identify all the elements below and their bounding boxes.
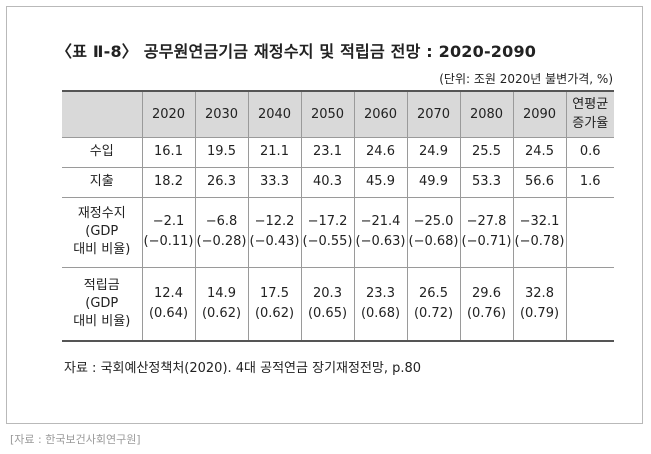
table-cell: 32.8 (0.79) [512, 266, 567, 342]
row-label: 적립금 (GDP 대비 비율) [62, 266, 143, 342]
header-corner [62, 90, 143, 138]
table-cell: −2.1 (−0.11) [141, 196, 196, 268]
table-cell: 40.3 [300, 166, 355, 198]
row-label: 수입 [62, 136, 143, 168]
table-cell: 14.9 (0.62) [194, 266, 249, 342]
table-title: 〈표 Ⅱ-8〉 공무원연금기금 재정수지 및 적립금 전망 : 2020-209… [56, 42, 537, 61]
table-cell: −27.8 (−0.71) [459, 196, 514, 268]
table-cell: −6.8 (−0.28) [194, 196, 249, 268]
column-header: 2030 [194, 90, 249, 138]
table-cell: 23.1 [300, 136, 355, 168]
source-note: 자료 : 국회예산정책처(2020). 4대 공적연금 장기재정전망, p.80 [64, 361, 422, 376]
table-body: 수입 16.1 19.5 21.1 23.1 24.6 24.9 25.5 24.5 0.6 지출 1… [62, 136, 614, 342]
table-row: 수입 16.1 19.5 21.1 23.1 24.6 24.9 25.5 24.5 0.6 [62, 136, 614, 168]
column-header: 연평균 증가율 [565, 90, 614, 138]
column-header: 2060 [353, 90, 408, 138]
column-header: 2080 [459, 90, 514, 138]
table-cell: 0.6 [565, 136, 614, 168]
row-label: 재정수지 (GDP 대비 비율) [62, 196, 143, 268]
table-cell: 26.3 [194, 166, 249, 198]
table-cell: 1.6 [565, 166, 614, 198]
table-cell: 17.5 (0.62) [247, 266, 302, 342]
header-row: 2020 2030 2040 2050 2060 2070 2080 2090 연평균 증가율 [62, 90, 614, 138]
table-cell: 56.6 [512, 166, 567, 198]
table-cell: 19.5 [194, 136, 249, 168]
table-cell: 23.3 (0.68) [353, 266, 408, 342]
table-row: 지출 18.2 26.3 33.3 40.3 45.9 49.9 53.3 56.6 1.6 [62, 166, 614, 198]
image-credit: [자료 : 한국보건사회연구원] [10, 433, 141, 446]
column-header: 2090 [512, 90, 567, 138]
table-cell: 12.4 (0.64) [141, 266, 196, 342]
unit-note: (단위: 조원 2020년 불변가격, %) [439, 72, 613, 86]
table-cell: −32.1 (−0.78) [512, 196, 567, 268]
column-header: 2040 [247, 90, 302, 138]
column-header: 2050 [300, 90, 355, 138]
table-cell: 49.9 [406, 166, 461, 198]
table-cell: 29.6 (0.76) [459, 266, 514, 342]
table-cell: 24.9 [406, 136, 461, 168]
column-header: 2020 [141, 90, 196, 138]
table-cell: 16.1 [141, 136, 196, 168]
projection-table: 2020 2030 2040 2050 2060 2070 2080 2090 연평균 증가율 수… [62, 90, 614, 342]
table-cell: 24.6 [353, 136, 408, 168]
table-cell: 45.9 [353, 166, 408, 198]
table-cell: −17.2 (−0.55) [300, 196, 355, 268]
table-cell [565, 266, 614, 342]
table-cell: −25.0 (−0.68) [406, 196, 461, 268]
table-cell: 21.1 [247, 136, 302, 168]
table-cell: 24.5 [512, 136, 567, 168]
table-cell: −21.4 (−0.63) [353, 196, 408, 268]
row-label: 지출 [62, 166, 143, 198]
table-cell [565, 196, 614, 268]
table-cell: 18.2 [141, 166, 196, 198]
table-row: 재정수지 (GDP 대비 비율) −2.1 (−0.11) −6.8 (−0.28) −12.… [62, 196, 614, 268]
table-cell: 53.3 [459, 166, 514, 198]
table-row: 적립금 (GDP 대비 비율) 12.4 (0.64) 14.9 (0.62) 17.5 (0.… [62, 266, 614, 342]
table-cell: −12.2 (−0.43) [247, 196, 302, 268]
column-header: 2070 [406, 90, 461, 138]
table-cell: 33.3 [247, 166, 302, 198]
table-cell: 20.3 (0.65) [300, 266, 355, 342]
table-cell: 25.5 [459, 136, 514, 168]
table-cell: 26.5 (0.72) [406, 266, 461, 342]
